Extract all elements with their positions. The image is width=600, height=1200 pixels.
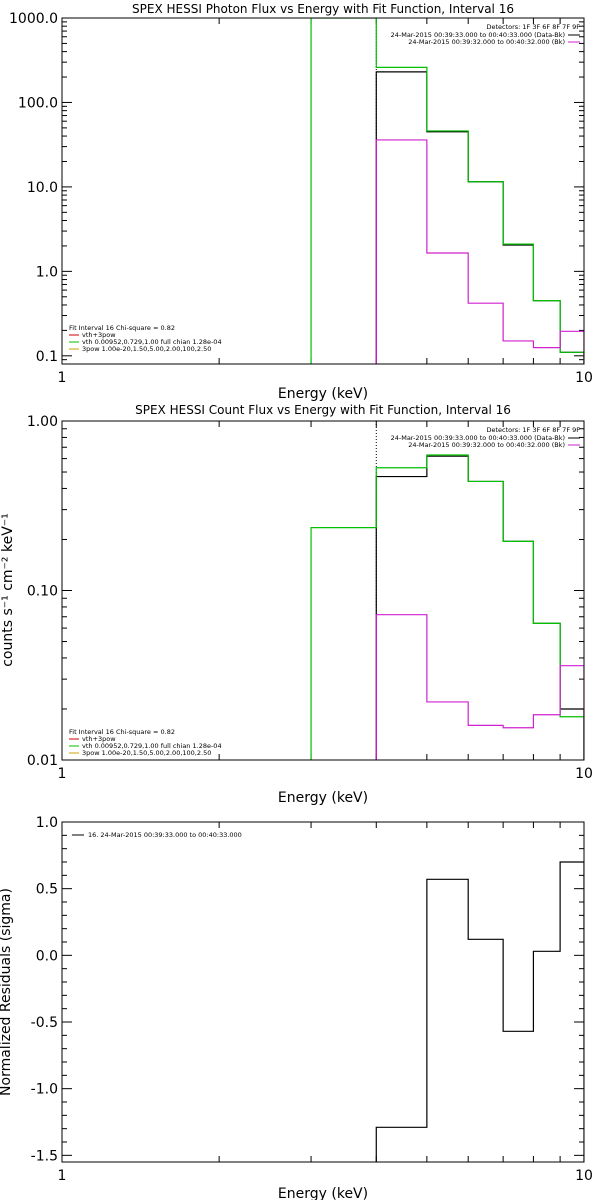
detectors-label: Detectors: 1F 3F 6F 8F 7F 9F <box>486 23 580 31</box>
legend-entry: vth 0.00952,0.729,1.00 full chian 1.28e-… <box>82 338 222 346</box>
legend-entry: 16. 24-Mar-2015 00:39:33.000 to 00:40:33… <box>88 831 242 839</box>
x-tick-label: 1 <box>58 766 67 782</box>
series-histogram-1 <box>310 18 584 364</box>
series-histogram-2 <box>375 139 584 364</box>
legend-top: Detectors: 1F 3F 6F 8F 7F 9F 24-Mar-2015… <box>391 23 581 46</box>
legend-entry: vth+3pow <box>82 735 116 743</box>
series-histogram-0 <box>375 861 584 1162</box>
y-tick-label: 100.0 <box>18 95 58 111</box>
y-axis-label: Normalized Residuals (sigma) <box>0 888 14 1096</box>
y-tick-label: -1.5 <box>31 1148 58 1164</box>
x-tick-label: 10 <box>575 370 593 386</box>
y-tick-label: 1000.0 <box>9 11 58 27</box>
series-histogram-1 <box>310 454 584 760</box>
chart-title: SPEX HESSI Count Flux vs Energy with Fit… <box>135 403 511 417</box>
legend-entry: 24-Mar-2015 00:39:33.000 to 00:40:33.000… <box>391 31 565 39</box>
legend-entry: vth+3pow <box>82 331 116 339</box>
legend-bottom: Fit Interval 16 Chi-square = 0.82vth+3po… <box>69 324 222 353</box>
x-axis-label: Energy (keV) <box>278 1186 368 1200</box>
y-axis-label: counts s⁻¹ cm⁻² keV⁻¹ <box>0 513 16 667</box>
legend-entry: 24-Mar-2015 00:39:32.000 to 00:40:32.000… <box>408 441 565 449</box>
legend-entry: 3pow 1.00e-20,1.50,5.00,2.00,100,2.50 <box>82 749 211 757</box>
legend-top: 16. 24-Mar-2015 00:39:33.000 to 00:40:33… <box>72 831 242 839</box>
legend-entry: 24-Mar-2015 00:39:33.000 to 00:40:33.000… <box>391 434 565 442</box>
legend-entry: 3pow 1.00e-20,1.50,5.00,2.00,100,2.50 <box>82 345 211 353</box>
y-tick-label: -0.5 <box>31 1015 58 1031</box>
legend-bottom: Fit Interval 16 Chi-square = 0.82vth+3po… <box>69 728 222 757</box>
chart-title: SPEX HESSI Photon Flux vs Energy with Fi… <box>132 2 514 16</box>
x-tick-label: 1 <box>58 370 67 386</box>
legend-top: Detectors: 1F 3F 6F 8F 7F 9F 24-Mar-2015… <box>391 426 581 449</box>
x-axis-label: Energy (keV) <box>278 790 368 806</box>
y-tick-label: 0.01 <box>27 753 58 769</box>
detectors-label: Detectors: 1F 3F 6F 8F 7F 9F <box>486 426 580 434</box>
legend-entry: 24-Mar-2015 00:39:32.000 to 00:40:32.000… <box>408 38 565 46</box>
x-tick-label: 10 <box>575 1168 593 1184</box>
y-tick-label: 1.00 <box>27 414 58 430</box>
y-tick-label: 0.0 <box>36 948 58 964</box>
y-tick-label: 10.0 <box>27 180 58 196</box>
photon-flux-panel: SPEX HESSI Photon Flux vs Energy with Fi… <box>9 2 593 402</box>
plot-frame <box>61 17 585 365</box>
plot-frame <box>61 420 585 761</box>
legend-entry: vth 0.00952,0.729,1.00 full chian 1.28e-… <box>82 742 222 750</box>
x-axis-label: Energy (keV) <box>278 386 368 402</box>
y-tick-label: 0.5 <box>36 882 58 898</box>
y-tick-label: 1.0 <box>36 815 58 831</box>
y-tick-label: -1.0 <box>31 1082 58 1098</box>
x-tick-label: 1 <box>58 1168 67 1184</box>
y-tick-label: 0.1 <box>36 349 58 365</box>
legend-entry: Fit Interval 16 Chi-square = 0.82 <box>69 728 175 736</box>
x-tick-label: 10 <box>575 766 593 782</box>
y-tick-label: 0.10 <box>27 584 58 600</box>
residuals-panel: Energy (keV) Normalized Residuals (sigma… <box>0 815 593 1200</box>
legend-entry: Fit Interval 16 Chi-square = 0.82 <box>69 324 175 332</box>
plot-frame <box>61 821 585 1163</box>
series-histogram-2 <box>375 614 584 760</box>
count-flux-panel: SPEX HESSI Count Flux vs Energy with Fit… <box>0 403 593 806</box>
y-tick-label: 1.0 <box>36 264 58 280</box>
series-histogram-0 <box>375 71 584 364</box>
series-histogram-0 <box>375 455 584 760</box>
